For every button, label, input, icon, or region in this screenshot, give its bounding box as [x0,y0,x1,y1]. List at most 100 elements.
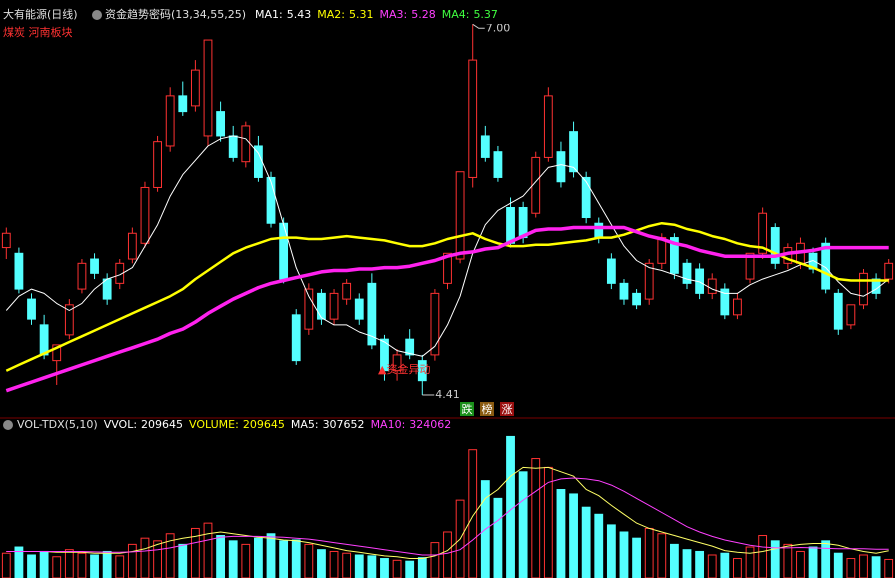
tag-bg [500,402,514,416]
legend-value: 307652 [323,418,365,431]
volume-bar [859,554,868,578]
candle-body [241,125,251,163]
candle-body [228,135,238,158]
legend-entry: MA1: 5.43 [255,8,311,21]
legend-name: VVOL: [104,418,137,431]
legend-value: 5.43 [287,8,312,21]
candle-body [443,252,452,284]
legend-value: 5.28 [411,8,436,21]
candle-body [39,324,49,356]
candle-body [380,338,389,372]
volume-bar [190,527,200,578]
candle-body [884,262,894,280]
header-bg [0,0,895,24]
candle-body [279,222,289,280]
candle-body [468,59,478,178]
volume-bar [153,540,162,578]
candle-body [52,344,62,362]
volume-bar [1,552,11,578]
candle-body [632,292,641,306]
volume-bar [707,554,717,578]
candle-body [581,176,591,219]
plots: 7.00 4.41跌榜涨 [1,21,894,578]
candle-body [367,282,377,346]
volume-bar [430,542,440,578]
legend-entry: MA10: 324062 [371,418,452,431]
candle-body [606,258,616,284]
tag-bg [460,402,474,416]
volume-bar [720,552,730,578]
volume-header-bg [0,421,895,435]
volume-bar [745,546,755,578]
candle-body [1,232,11,249]
volume-legend: VVOL: 209645 VOLUME: 209645 MA5: 307652 MA10: 3… [104,418,452,431]
legend-value: 209645 [243,418,285,431]
candle-body [493,151,503,178]
volume-bar [884,558,894,578]
candle-body [531,156,541,214]
volume-bar [682,549,692,578]
volume-bar [594,513,604,578]
candle-body [417,360,427,382]
volume-bar [833,552,843,578]
legend-name: MA4: [442,8,470,21]
indicator-name: 资金趋势密码(13,34,55,25) [105,7,246,21]
candle-body [808,252,818,270]
volume-bar [493,497,503,578]
candle-body [90,258,99,274]
volume-bar [468,449,478,578]
volume-bar [254,537,263,578]
candle-body [569,131,578,173]
volume-bar [329,550,339,578]
volume-bar [304,543,314,578]
candle-body [619,282,629,300]
high-label: 7.00 [486,21,511,34]
volume-ma-line [6,477,889,556]
volume-bar [619,531,629,578]
volume-bar [518,471,528,578]
candle-body [27,298,36,320]
candle-body [594,222,604,239]
volume-bar [758,535,768,578]
legend-name: MA2: [317,8,345,21]
candle-body [266,176,276,224]
volume-bar [821,540,831,578]
legend-name: MA5: [291,418,319,431]
legend-entry: VOLUME: 209645 [189,418,285,431]
legend-entry: MA3: 5.28 [379,8,435,21]
candle-body [153,141,162,188]
candle-body [644,262,654,300]
volume-ma-line [6,466,889,559]
candle-body [64,304,74,336]
tag: 涨 [502,403,513,416]
signal-label: ▲资金异动 [378,362,430,376]
volume-bar [531,458,541,578]
volume-bar [342,552,352,578]
volume-bar [443,531,452,578]
candle-body [745,252,755,280]
volume-bar [90,554,99,578]
volume-bar [380,558,389,578]
stock-title: 大有能源(日线) [3,7,78,21]
candle-body [846,304,856,326]
volume-bar [657,533,667,578]
candle-body [669,237,679,274]
volume-bar [178,543,188,578]
candle-body [329,292,339,320]
candle-body [733,298,742,316]
candle-body [833,292,843,330]
volume-bar [279,540,289,578]
volume-bar [52,556,62,578]
candle-body [140,186,150,244]
legend-value: 324062 [409,418,451,431]
sector-label: 煤炭 河南板块 [3,25,73,39]
volume-bar [39,550,49,578]
volume-bar [64,549,74,578]
legend-entry: MA5: 307652 [291,418,365,431]
volume-bar [102,550,112,578]
volume-bar [556,489,566,578]
tag: 跌 [462,402,473,416]
candle-body [405,338,415,356]
volume-bar [27,554,36,578]
volume-bar [569,493,578,578]
